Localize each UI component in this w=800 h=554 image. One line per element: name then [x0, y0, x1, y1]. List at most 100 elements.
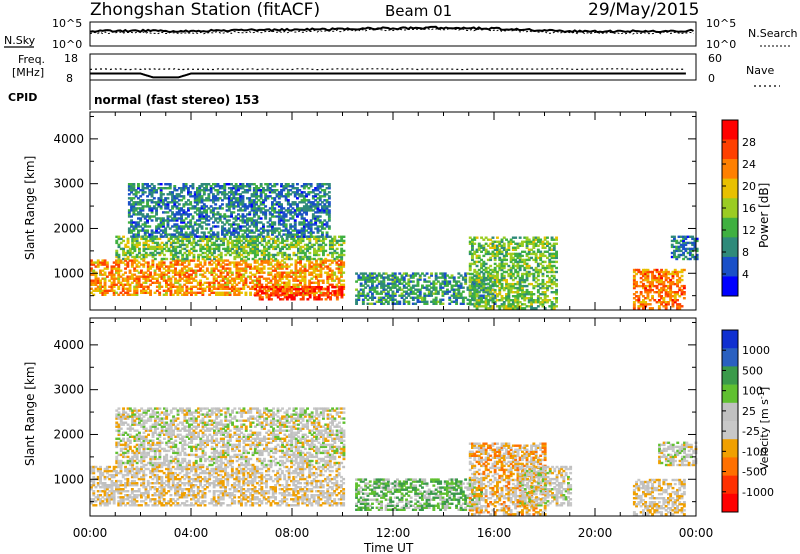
heatmap-cell	[285, 265, 289, 268]
heatmap-cell	[475, 248, 479, 251]
heatmap-cell	[282, 185, 286, 188]
heatmap-cell	[414, 284, 418, 287]
heatmap-cell	[669, 293, 673, 296]
heatmap-cell	[138, 241, 141, 245]
heatmap-cell	[194, 291, 198, 294]
heatmap-cell	[235, 287, 239, 290]
heatmap-cell	[315, 269, 318, 272]
heatmap-cell	[300, 233, 304, 236]
heatmap-cell	[498, 240, 502, 243]
heatmap-cell	[380, 276, 383, 279]
heatmap-cell	[208, 287, 212, 290]
heatmap-cell	[255, 277, 259, 280]
heatmap-cell	[159, 223, 163, 226]
heatmap-cell	[660, 280, 663, 284]
heatmap-cell	[359, 272, 363, 275]
heatmap-cell	[273, 229, 277, 232]
heatmap-cell	[285, 298, 289, 301]
heatmap-cell	[493, 266, 497, 270]
heatmap-cell	[482, 254, 486, 258]
heatmap-cell	[298, 221, 302, 224]
heatmap-cell	[364, 276, 368, 279]
heatmap-cell	[468, 268, 472, 272]
heatmap-cell	[246, 265, 250, 268]
heatmap-cell	[468, 280, 472, 284]
heatmap-cell	[317, 288, 321, 291]
heatmap-cell	[128, 253, 132, 257]
heatmap-cell	[418, 294, 422, 297]
heatmap-cell	[115, 283, 118, 286]
heatmap-cell	[461, 278, 465, 281]
heatmap-cell	[286, 195, 290, 198]
heatmap-cell	[233, 289, 237, 292]
heatmap-cell	[128, 249, 132, 253]
heatmap-cell	[189, 223, 193, 226]
heatmap-cell	[275, 215, 279, 218]
heatmap-cell	[168, 183, 172, 186]
heatmap-cell	[500, 282, 504, 286]
heatmap-cell	[632, 280, 636, 284]
heatmap-cell	[486, 286, 490, 290]
heatmap-cell	[299, 275, 302, 278]
heatmap-cell	[212, 285, 216, 288]
heatmap-cell	[142, 289, 146, 292]
heatmap-cell	[489, 280, 493, 283]
heatmap-cell	[432, 286, 436, 289]
heatmap-cell	[448, 282, 452, 285]
heatmap-cell	[103, 289, 107, 292]
heatmap-cell	[267, 257, 271, 261]
heatmap-cell	[166, 225, 170, 228]
heatmap-cell	[212, 187, 215, 190]
heatmap-cell	[430, 272, 433, 275]
heatmap-cell	[208, 249, 212, 253]
heatmap-cell	[386, 286, 390, 289]
heatmap-cell	[96, 261, 100, 264]
heatmap-cell	[226, 245, 230, 249]
heatmap-cell	[253, 259, 257, 262]
heatmap-cell	[255, 267, 259, 270]
heatmap-cell	[141, 213, 145, 216]
heatmap-cell	[292, 292, 296, 295]
heatmap-cell	[134, 201, 138, 204]
heatmap-cell	[635, 268, 638, 272]
heatmap-cell	[233, 279, 237, 282]
heatmap-cell	[642, 299, 645, 302]
heatmap-cell	[321, 207, 324, 210]
heatmap-cell	[434, 274, 438, 277]
heatmap-cell	[318, 221, 322, 224]
heatmap-cell	[288, 288, 292, 291]
heatmap-cell	[320, 298, 323, 301]
heatmap-cell	[306, 255, 309, 259]
heatmap-cell	[149, 279, 152, 282]
heatmap-cell	[257, 217, 261, 220]
heatmap-cell	[160, 259, 164, 262]
heatmap-cell	[199, 247, 203, 251]
heatmap-cell	[293, 209, 297, 212]
heatmap-cell	[162, 199, 165, 202]
heatmap-cell	[226, 251, 230, 255]
heatmap-cell	[324, 259, 327, 262]
heatmap-cell	[411, 302, 415, 305]
heatmap-cell	[292, 273, 296, 276]
heatmap-cell	[144, 235, 148, 238]
heatmap-cell	[248, 201, 252, 204]
heatmap-cell	[314, 195, 318, 198]
heatmap-cell	[291, 203, 295, 206]
heatmap-cell	[361, 288, 365, 291]
heatmap-cell	[632, 282, 636, 286]
heatmap-cell	[303, 279, 307, 282]
heatmap-cell	[393, 280, 397, 283]
heatmap-cell	[423, 278, 427, 281]
heatmap-cell	[206, 249, 209, 253]
heatmap-cell	[290, 243, 294, 247]
heatmap-cell	[135, 255, 139, 259]
heatmap-cell	[466, 272, 470, 275]
heatmap-cell	[150, 187, 154, 190]
heatmap-cell	[144, 251, 148, 255]
heatmap-cell	[297, 257, 300, 261]
heatmap-cell	[500, 297, 504, 300]
heatmap-cell	[496, 236, 499, 239]
heatmap-cell	[637, 301, 641, 304]
heatmap-cell	[516, 297, 520, 300]
heatmap-cell	[137, 221, 140, 224]
